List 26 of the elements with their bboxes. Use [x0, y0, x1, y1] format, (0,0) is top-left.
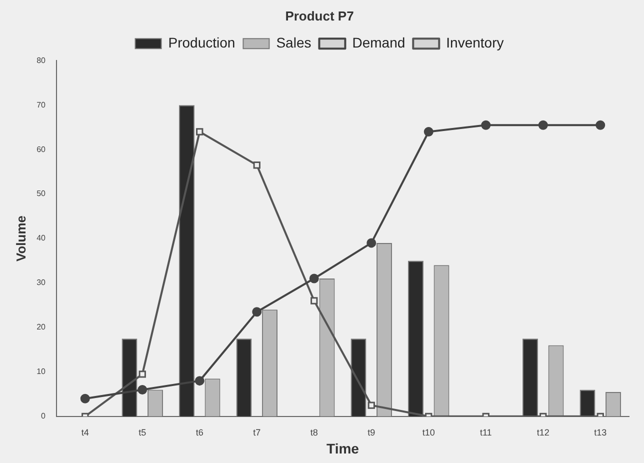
x-tick-label: t9 [368, 427, 376, 438]
y-tick-label: 70 [36, 100, 46, 110]
y-tick-label: 0 [41, 412, 46, 421]
x-tick-label: t7 [253, 427, 261, 438]
y-tick-label: 60 [36, 144, 46, 154]
y-tick-label: 20 [36, 322, 46, 332]
x-tick-label: t6 [196, 427, 204, 438]
legend-label: Demand [352, 34, 406, 50]
x-tick-label: t5 [138, 427, 146, 438]
x-tick-label: t4 [81, 427, 89, 438]
legend-label: Sales [276, 34, 312, 50]
x-axis-title: Time [326, 440, 360, 456]
x-tick-label: t8 [310, 427, 318, 438]
chart-title: Product P7 [285, 8, 354, 24]
y-tick-label: 30 [36, 278, 46, 288]
x-tick-label: t11 [480, 427, 492, 438]
y-tick-label: 10 [36, 367, 46, 376]
y-tick-label: 80 [36, 56, 46, 65]
x-tick-label: t12 [536, 427, 550, 438]
legend-label: Production [168, 34, 236, 50]
x-tick-label: t10 [422, 427, 435, 438]
y-tick-label: 50 [36, 189, 46, 198]
y-axis-title: Volume [13, 216, 28, 262]
y-tick-label: 40 [36, 234, 46, 243]
legend-label: Inventory [446, 34, 504, 50]
x-tick-label: t13 [594, 427, 607, 438]
